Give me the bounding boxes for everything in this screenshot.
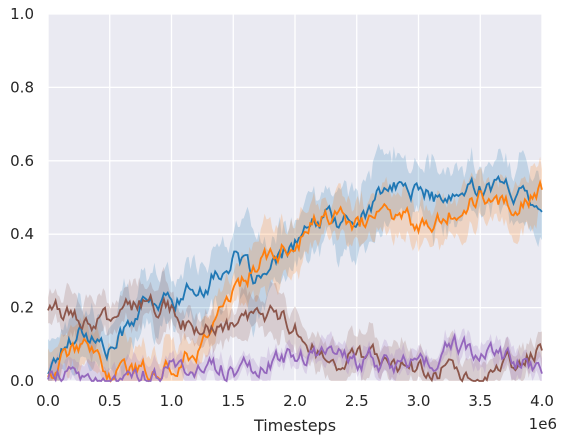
series-band: [48, 156, 542, 381]
series-line: [47, 174, 543, 375]
y-tick-label: 0.2: [10, 299, 34, 317]
series-line: [47, 332, 543, 383]
y-tick-label: 0.6: [10, 152, 34, 170]
y-tick-label: 0.4: [10, 225, 34, 243]
series-line: [47, 178, 543, 383]
x-tick-label: 2.0: [283, 392, 307, 410]
x-tick-label: 2.5: [345, 392, 369, 410]
series-band: [48, 143, 542, 381]
x-tick-labels: 0.0 0.5 1.0 1.5 2.0 2.5 3.0 3.5 4.0: [36, 392, 554, 410]
x-tick-label: 1.5: [221, 392, 245, 410]
y-tick-label: 0.0: [10, 372, 34, 390]
series-band: [48, 328, 542, 381]
x-tick-label: 3.0: [407, 392, 431, 410]
y-tick-label: 0.8: [10, 78, 34, 96]
grid: [47, 13, 543, 382]
x-tick-label: 4.0: [530, 392, 554, 410]
x-axis-offset-label: 1e6: [529, 415, 557, 433]
x-tick-label: 1.0: [160, 392, 184, 410]
series-line: [47, 292, 543, 383]
series-lines: [47, 174, 543, 383]
x-tick-label: 3.5: [468, 392, 492, 410]
x-tick-label: 0.0: [36, 392, 60, 410]
x-tick-label: 0.5: [98, 392, 122, 410]
y-tick-labels: 0.0 0.2 0.4 0.6 0.8 1.0: [10, 5, 34, 390]
y-tick-label: 1.0: [10, 5, 34, 23]
x-axis-label: Timesteps: [253, 416, 336, 435]
